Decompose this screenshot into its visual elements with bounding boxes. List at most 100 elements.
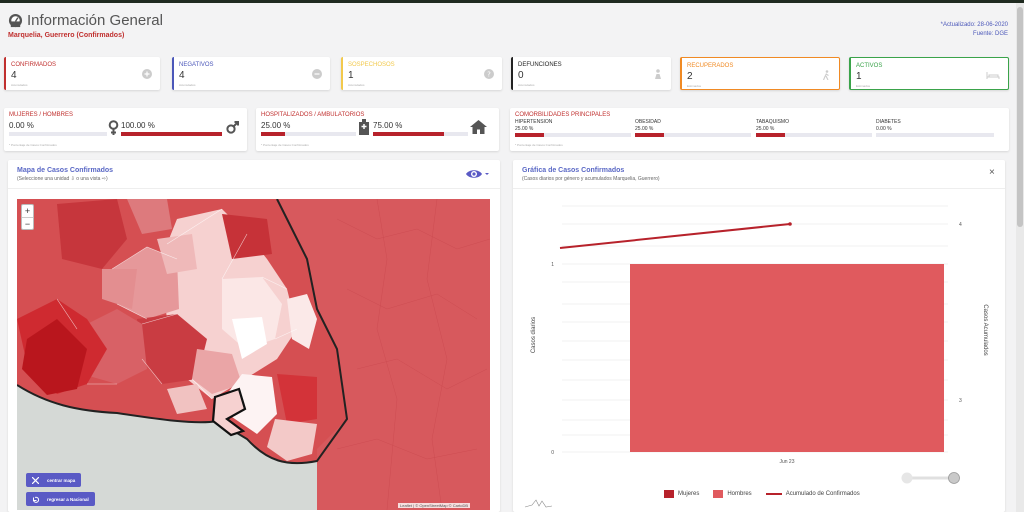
dashboard-gauge-icon xyxy=(8,13,23,28)
stat-label: DEFUNCIONES xyxy=(518,62,562,68)
navigator-sparkline xyxy=(524,499,553,508)
stat-label: CONFIRMADOS xyxy=(11,62,56,68)
comorb-label-tabaquismo: TABAQUISMO xyxy=(756,119,789,125)
amb-bar xyxy=(373,132,468,136)
center-map-label: centrar mapa xyxy=(47,477,76,483)
comorb-bar-fill xyxy=(635,133,664,137)
stat-value: 1 xyxy=(856,71,862,82)
comorb-bar-tabaquismo xyxy=(756,133,872,137)
y2-tick-label: 4 xyxy=(959,222,962,228)
page-subtitle: Marquelia, Guerrero (Confirmados) xyxy=(8,32,125,39)
top-border xyxy=(0,0,1024,3)
map-canvas[interactable] xyxy=(17,199,490,510)
stat-label: SOSPECHOSOS xyxy=(348,62,395,68)
hospital-icon xyxy=(359,119,369,135)
comorb-label-diabetes: DIABETES xyxy=(876,119,901,125)
stat-label: NEGATIVOS xyxy=(179,62,214,68)
women-bar xyxy=(9,132,107,136)
close-chart-button[interactable]: × xyxy=(989,167,995,178)
comorb-pct-hipertension: 25.00 % xyxy=(515,126,534,132)
men-bar xyxy=(121,132,222,136)
women-pct: 0.00 % xyxy=(9,121,34,130)
comorb-label-hipertension: HIPERTENSION xyxy=(515,119,553,125)
hosp-bar-fill xyxy=(261,132,285,136)
updated-date: *Actualizado: 28-06-2020 xyxy=(940,22,1008,28)
svg-text:?: ? xyxy=(487,71,491,79)
comorb-bar-fill xyxy=(756,133,785,137)
y-tick-label: 0 xyxy=(551,450,554,456)
line-acumulado xyxy=(559,223,791,249)
chart-panel-title: Gráfica de Casos Confirmados xyxy=(522,167,625,174)
scrollbar[interactable] xyxy=(1016,3,1024,512)
choropleth-map[interactable] xyxy=(17,199,490,510)
zoom-in-button[interactable]: + xyxy=(24,206,31,216)
data-source: Fuente: DGE xyxy=(972,31,1008,37)
male-icon xyxy=(226,121,239,134)
bed-icon xyxy=(986,72,1000,79)
point-acumulado[interactable] xyxy=(788,222,792,226)
y-axis-title: Casos diarios xyxy=(531,317,537,353)
plus-circle-icon xyxy=(142,69,152,79)
home-icon xyxy=(470,120,487,134)
stat-sub: Estimados xyxy=(687,84,702,88)
stat-sub: Acumulados xyxy=(518,83,535,87)
legend-item-mujeres[interactable]: Mujeres xyxy=(664,490,699,498)
cases-chart: 0 1 3 4 Casos diarios Casos Acumulados Jun 23 xyxy=(524,205,988,508)
undo-icon xyxy=(33,496,39,503)
back-national-button[interactable]: regresar a Nacional xyxy=(26,492,95,506)
legend-label: Acumulado de Confirmados xyxy=(785,491,860,497)
zoom-out-button[interactable]: − xyxy=(22,217,33,229)
page-title: Información General xyxy=(27,12,163,29)
comorb-pct-diabetes: 0.00 % xyxy=(876,126,892,132)
comorbidities-title: COMORBILIDADES PRINCIPALES xyxy=(515,112,611,118)
stat-card-negativos[interactable]: NEGATIVOS 4 Acumulados xyxy=(172,57,330,90)
stat-card-defunciones[interactable]: DEFUNCIONES 0 Acumulados xyxy=(511,57,671,90)
page-header: Información General Marquelia, Guerrero … xyxy=(8,12,163,39)
stat-card-activos[interactable]: ACTIVOS 1 Estimados xyxy=(849,57,1009,90)
question-circle-icon: ? xyxy=(484,69,494,79)
hospital-card-title: HOSPITALIZADOS / AMBULATORIOS xyxy=(261,112,365,118)
chart-legend: Mujeres Hombres Acumulado de Confirmados xyxy=(664,490,860,498)
map-panel-subtitle: (Seleccione una unidad ⇩ o una vista ⇨) xyxy=(17,176,108,182)
person-icon xyxy=(655,69,661,79)
walking-icon xyxy=(822,70,829,80)
center-map-button[interactable]: centrar mapa xyxy=(26,473,82,487)
stat-label: RECUPERADOS xyxy=(687,63,734,69)
range-handle-end[interactable] xyxy=(948,472,960,484)
stat-sub: Acumulados xyxy=(11,83,28,87)
x-tick-label: Jun 23 xyxy=(779,459,794,465)
legend-item-hombres[interactable]: Hombres xyxy=(713,490,752,498)
divider xyxy=(8,188,500,189)
eye-view-icon[interactable] xyxy=(465,168,489,180)
stat-value: 4 xyxy=(11,70,17,81)
zoom-control[interactable]: + − xyxy=(21,204,34,230)
back-national-label: regresar a Nacional xyxy=(47,496,89,502)
stat-sub: Estimados xyxy=(856,84,871,88)
comorb-label-obesidad: OBESIDAD xyxy=(635,119,661,125)
comorb-bar-obesidad xyxy=(635,133,751,137)
stat-card-sospechosos[interactable]: SOSPECHOSOS 1 Acumulados ? xyxy=(341,57,502,90)
amb-bar-fill xyxy=(373,132,445,136)
men-bar-fill xyxy=(121,132,222,136)
hospital-card: HOSPITALIZADOS / AMBULATORIOS 25.00 % 75… xyxy=(256,108,499,151)
legend-swatch xyxy=(713,490,724,498)
minus-circle-icon xyxy=(312,69,322,79)
comorbidities-note: * Porcentaje de Casos Confirmados xyxy=(515,143,563,147)
chart-panel-subtitle: (Casos diarios por género y acumulados M… xyxy=(522,176,660,182)
sex-card: MUJERES / HOMBRES 0.00 % 100.00 % * Porc… xyxy=(4,108,247,151)
stat-value: 1 xyxy=(348,70,354,81)
legend-line-swatch xyxy=(765,493,782,495)
amb-pct: 75.00 % xyxy=(373,121,403,130)
bar-hombres[interactable] xyxy=(630,264,944,452)
stat-card-recuperados[interactable]: RECUPERADOS 2 Estimados xyxy=(680,57,840,90)
y2-tick-label: 3 xyxy=(959,398,962,404)
scrollbar-thumb[interactable] xyxy=(1017,7,1023,227)
stat-card-confirmados[interactable]: CONFIRMADOS 4 Acumulados xyxy=(4,57,160,90)
hosp-pct: 25.00 % xyxy=(261,121,291,130)
range-handle-start[interactable] xyxy=(901,472,913,484)
comorb-bar-fill xyxy=(515,133,544,137)
comorb-bar-hipertension xyxy=(515,133,631,137)
comorb-pct-obesidad: 25.00 % xyxy=(635,126,654,132)
legend-item-acumulado[interactable]: Acumulado de Confirmados xyxy=(765,490,860,498)
arrows-icon xyxy=(32,476,39,484)
